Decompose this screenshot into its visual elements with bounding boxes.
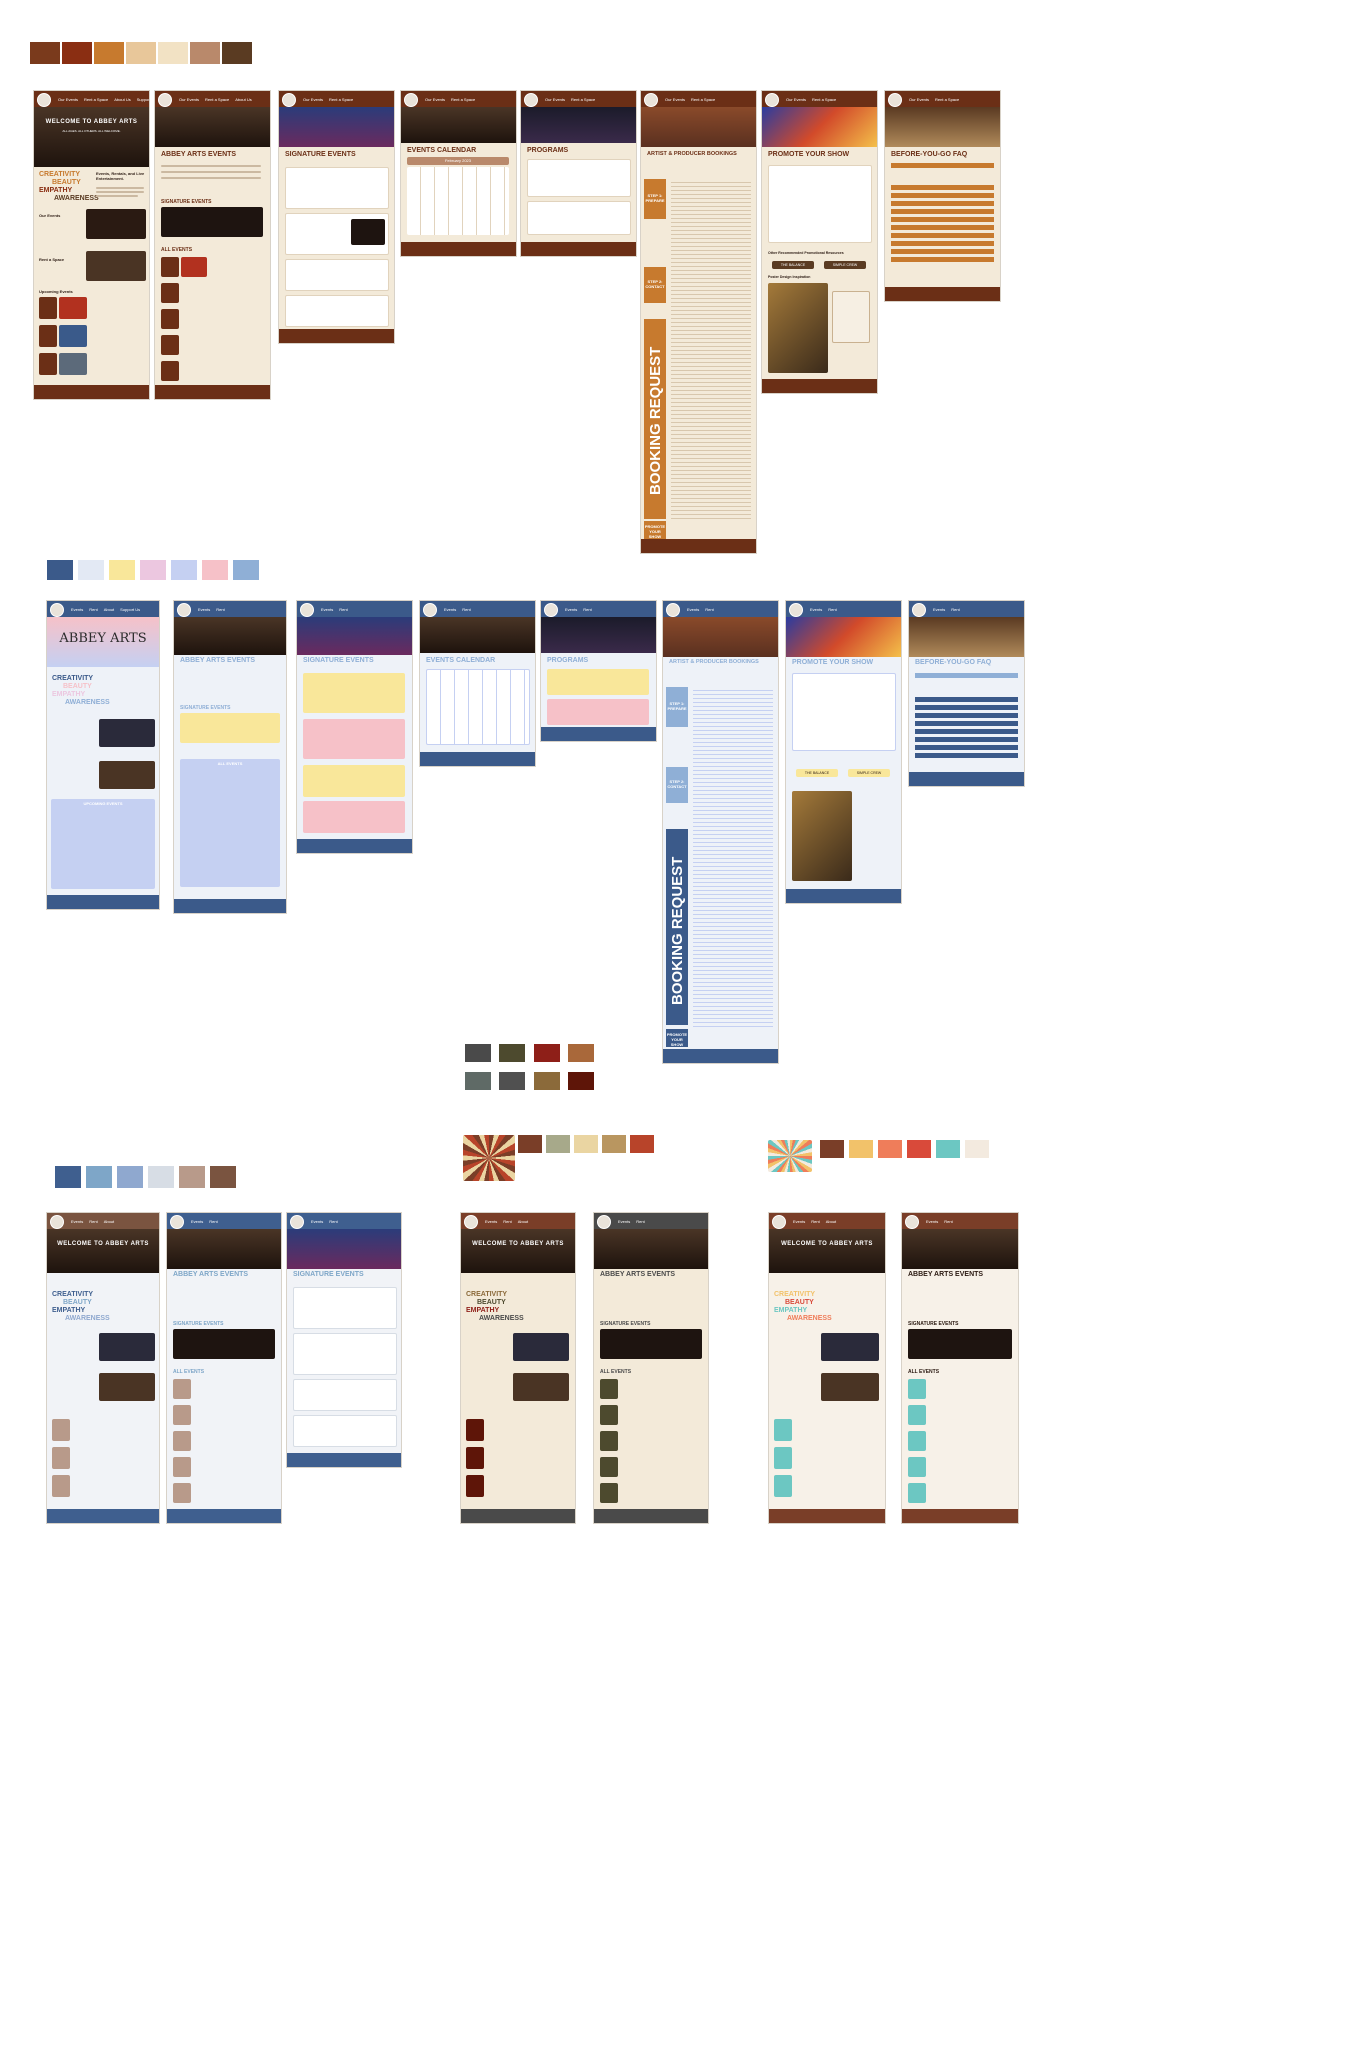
mockup-promote-brown: Our Events Rent a Space PROMOTE YOUR SHOW… — [761, 90, 878, 394]
page-title: WELCOME TO ABBEY ARTS — [45, 119, 138, 125]
mockup-events-bluebrown: Events Rent ABBEY ARTS EVENTS SIGNATURE E… — [166, 1212, 282, 1524]
mockup-signature-brown: Our Events Rent a Space SIGNATURE EVENTS — [278, 90, 395, 344]
rent-photo — [86, 251, 146, 281]
swatch — [126, 42, 156, 64]
mockup-signature-bluebrown: Events Rent SIGNATURE EVENTS — [286, 1212, 402, 1468]
mockup-home-dark: Events Rent About WELCOME TO ABBEY ARTS CR… — [460, 1212, 576, 1524]
mockup-promote-blue: Events Rent PROMOTE YOUR SHOW THE BALANCE… — [785, 600, 902, 904]
swatch — [94, 42, 124, 64]
hero-image — [34, 107, 149, 167]
mockup-events-brown: Our Events Rent a Space About Us ABBEY ART… — [154, 90, 271, 400]
swatch — [222, 42, 252, 64]
mockup-calendar-blue: Events Rent EVENTS CALENDAR — [419, 600, 536, 767]
swatch — [158, 42, 188, 64]
mockup-programs-blue: Events Rent PROGRAMS — [540, 600, 657, 742]
mockup-home-blue: Events Rent About Support Us ABBEY ARTS CRE… — [46, 600, 160, 910]
swatch — [62, 42, 92, 64]
upcoming-heading: Upcoming Events — [39, 289, 73, 294]
abbey-logo-icon — [37, 93, 51, 107]
rent-space-heading: Rent a Space — [39, 257, 65, 262]
mockup-faq-blue: Events Rent BEFORE-YOU-GO FAQ — [908, 600, 1025, 787]
abbey-logo: ABBEY ARTS — [59, 631, 147, 646]
nav-item[interactable]: Our Events — [58, 96, 79, 102]
swatch — [30, 42, 60, 64]
intro-heading: Events, Rentals, and Live Entertainment. — [96, 171, 145, 181]
word-awareness: AWARENESS — [54, 195, 99, 202]
mockup-events-bright: Events Rent ABBEY ARTS EVENTS SIGNATURE E… — [901, 1212, 1019, 1524]
nav-item[interactable]: Support Us — [136, 96, 150, 102]
nav-item[interactable]: About Us — [114, 96, 131, 102]
sunburst-graphic — [463, 1135, 515, 1181]
mockup-bookings-blue: Events Rent ARTIST & PRODUCER BOOKINGS ST… — [662, 600, 779, 1064]
top-nav: Our Events Rent a Space About Us Support… — [34, 91, 149, 107]
mockup-events-blue: Events Rent ABBEY ARTS EVENTS SIGNATURE E… — [173, 600, 287, 914]
booking-sidebar: BOOKING REQUEST — [644, 319, 666, 519]
mockup-home-bright: Events Rent About WELCOME TO ABBEY ARTS CR… — [768, 1212, 886, 1524]
mockup-home-bluebrown: Events Rent About WELCOME TO ABBEY ARTS CR… — [46, 1212, 160, 1524]
mockup-events-dark: Events Rent ABBEY ARTS EVENTS SIGNATURE E… — [593, 1212, 709, 1524]
event-photo — [86, 209, 146, 239]
our-events-heading: Our Events — [39, 213, 61, 218]
swatch — [190, 42, 220, 64]
nav-item[interactable]: Rent a Space — [84, 96, 109, 102]
sunburst-graphic — [768, 1140, 812, 1172]
word-creativity: CREATIVITY — [39, 171, 81, 178]
mockup-signature-blue: Events Rent SIGNATURE EVENTS — [296, 600, 413, 854]
hero-subtitle: ALL AGES. ALL OTHERS. ALL WELCOME. — [62, 129, 121, 133]
mockup-calendar-brown: Our Events Rent a Space EVENTS CALENDAR F… — [400, 90, 517, 257]
mockup-faq-brown: Our Events Rent a Space BEFORE-YOU-GO FAQ — [884, 90, 1001, 302]
mockup-home-brown: Our Events Rent a Space About Us Support… — [33, 90, 150, 400]
word-beauty: BEAUTY — [52, 179, 81, 186]
mockup-programs-brown: Our Events Rent a Space PROGRAMS — [520, 90, 637, 257]
word-empathy: EMPATHY — [39, 187, 73, 194]
mockup-bookings-brown: Our Events Rent a Space ARTIST & PRODUCER… — [640, 90, 757, 554]
